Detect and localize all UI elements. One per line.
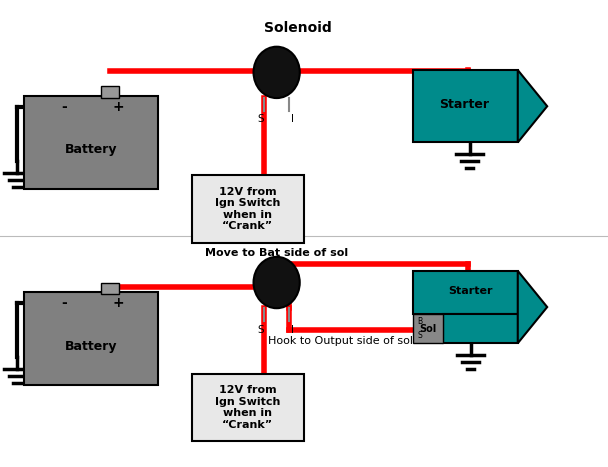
Bar [100,86,119,98]
Text: Solenoid: Solenoid [264,21,332,35]
Bar [443,314,518,343]
Text: I: I [291,114,294,124]
Text: +: + [112,100,124,114]
Text: Starter: Starter [449,286,493,296]
Text: S: S [417,331,422,340]
Bar [192,374,304,441]
Bar [413,271,518,314]
Bar [413,314,443,343]
Polygon shape [518,70,547,142]
Ellipse shape [254,257,300,308]
Bar [24,96,158,189]
Text: +: + [112,296,124,310]
Text: -: - [61,296,67,310]
Bar [24,292,158,385]
Text: Starter: Starter [439,98,489,111]
Ellipse shape [254,47,300,98]
Text: Sol: Sol [420,324,437,334]
Bar [100,283,119,294]
Text: Battery: Battery [65,340,117,353]
Text: S: S [258,114,264,124]
Text: Battery: Battery [65,143,117,156]
Text: 12V from
Ign Switch
when in
“Crank”: 12V from Ign Switch when in “Crank” [215,385,280,430]
Text: I: I [291,325,294,334]
Polygon shape [518,271,547,343]
Bar [192,175,304,243]
Text: Hook to Output side of sol: Hook to Output side of sol [268,336,413,346]
Bar [413,70,518,142]
Text: S: S [258,325,264,334]
Text: -: - [61,100,67,114]
Text: B: B [417,317,422,326]
Text: Move to Bat side of sol: Move to Bat side of sol [205,248,348,258]
Text: 12V from
Ign Switch
when in
“Crank”: 12V from Ign Switch when in “Crank” [215,187,280,231]
